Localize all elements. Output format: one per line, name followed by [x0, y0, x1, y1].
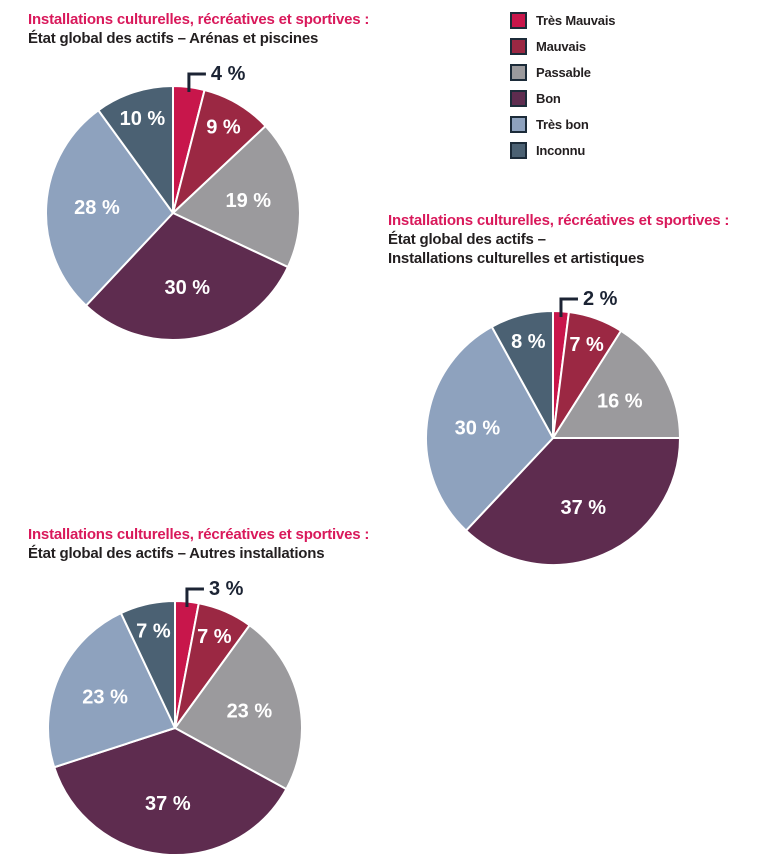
- legend-label-mauvais: Mauvais: [536, 39, 586, 54]
- legend-label-tres-bon: Très bon: [536, 117, 589, 132]
- callout-line: [187, 72, 206, 92]
- pie-chart-arenas-et-piscines: 4 % 9 % 19 % 30 % 28 % 10 %: [45, 63, 301, 341]
- legend-item-inconnu: Inconnu: [510, 142, 615, 159]
- legend-item-passable: Passable: [510, 64, 615, 81]
- slice-label-inconnu: 8 %: [511, 331, 546, 353]
- pie-slice-passable: [552, 329, 681, 439]
- slice-label-tres-bon: 28 %: [74, 197, 120, 219]
- slice-label-bon: 37 %: [560, 497, 606, 519]
- pie-slice-tres-bon: [425, 325, 554, 532]
- slice-label-mauvais: 7 %: [569, 334, 604, 356]
- callout-line: [185, 587, 204, 607]
- legend-swatch-bon-icon: [510, 90, 527, 107]
- slice-label-bon: 30 %: [164, 277, 210, 299]
- pie-slice-inconnu: [97, 85, 174, 214]
- slice-label-bon: 37 %: [145, 793, 191, 815]
- legend-swatch-mauvais-icon: [510, 38, 527, 55]
- legend-swatch-passable-icon: [510, 64, 527, 81]
- chart1-title: Installations culturelles, récréatives e…: [28, 11, 370, 28]
- pie-slice-inconnu: [119, 600, 176, 729]
- chart2-title: Installations culturelles, récréatives e…: [388, 212, 730, 229]
- pie-slice-bon: [53, 727, 288, 856]
- pie-chart-autres-installations: 3 % 7 % 23 % 37 % 23 % 7 %: [47, 578, 303, 856]
- chart2-subtitle-line2: Installations culturelles et artistiques: [388, 250, 645, 267]
- pie-chart-installations-culturelles-et-artistiques: 2 % 7 % 16 % 37 % 30 % 8 %: [425, 288, 681, 566]
- slice-label-tres-bon: 23 %: [82, 687, 128, 709]
- pie-slice-tres-bon: [45, 109, 174, 307]
- legend-swatch-inconnu-icon: [510, 142, 527, 159]
- slice-label-inconnu: 7 %: [136, 620, 171, 642]
- legend-label-bon: Bon: [536, 91, 561, 106]
- chart1-subtitle: État global des actifs – Arénas et pisci…: [28, 30, 319, 47]
- legend-label-inconnu: Inconnu: [536, 143, 586, 158]
- chart2-title-block: Installations culturelles, récréatives e…: [388, 211, 729, 268]
- pie-slice-passable: [174, 624, 303, 791]
- pie-slice-tres-bon: [47, 612, 176, 769]
- chart3-title: Installations culturelles, récréatives e…: [28, 526, 370, 543]
- legend-item-tres-bon: Très bon: [510, 116, 615, 133]
- callout-label-tres-mauvais: 4 %: [211, 63, 246, 85]
- chart2-subtitle-line1: État global des actifs –: [388, 231, 546, 248]
- pie-slice-bon: [465, 437, 681, 566]
- legend-swatch-tres-mauvais-icon: [510, 12, 527, 29]
- slice-label-passable: 23 %: [227, 700, 273, 722]
- callout-label-tres-mauvais: 3 %: [209, 578, 244, 600]
- legend-swatch-tres-bon-icon: [510, 116, 527, 133]
- slice-label-passable: 16 %: [597, 390, 643, 412]
- pie-slice-passable: [172, 125, 301, 269]
- chart1-title-block: Installations culturelles, récréatives e…: [28, 10, 369, 48]
- pie-slice-bon: [85, 212, 289, 341]
- slice-label-tres-bon: 30 %: [455, 417, 501, 439]
- slice-label-mauvais: 9 %: [206, 117, 241, 139]
- chart3-subtitle: État global des actifs – Autres installa…: [28, 545, 325, 562]
- legend-item-bon: Bon: [510, 90, 615, 107]
- legend-label-tres-mauvais: Très Mauvais: [536, 13, 616, 28]
- legend: Très Mauvais Mauvais Passable Bon Très b…: [510, 12, 615, 168]
- pie-slice-inconnu: [490, 310, 554, 439]
- callout-label-tres-mauvais: 2 %: [583, 288, 618, 310]
- chart3-title-block: Installations culturelles, récréatives e…: [28, 525, 369, 563]
- legend-item-mauvais: Mauvais: [510, 38, 615, 55]
- slice-label-mauvais: 7 %: [197, 626, 232, 648]
- slice-label-passable: 19 %: [225, 190, 271, 212]
- callout-line: [559, 297, 578, 317]
- slice-label-inconnu: 10 %: [120, 108, 166, 130]
- legend-item-tres-mauvais: Très Mauvais: [510, 12, 615, 29]
- legend-label-passable: Passable: [536, 65, 591, 80]
